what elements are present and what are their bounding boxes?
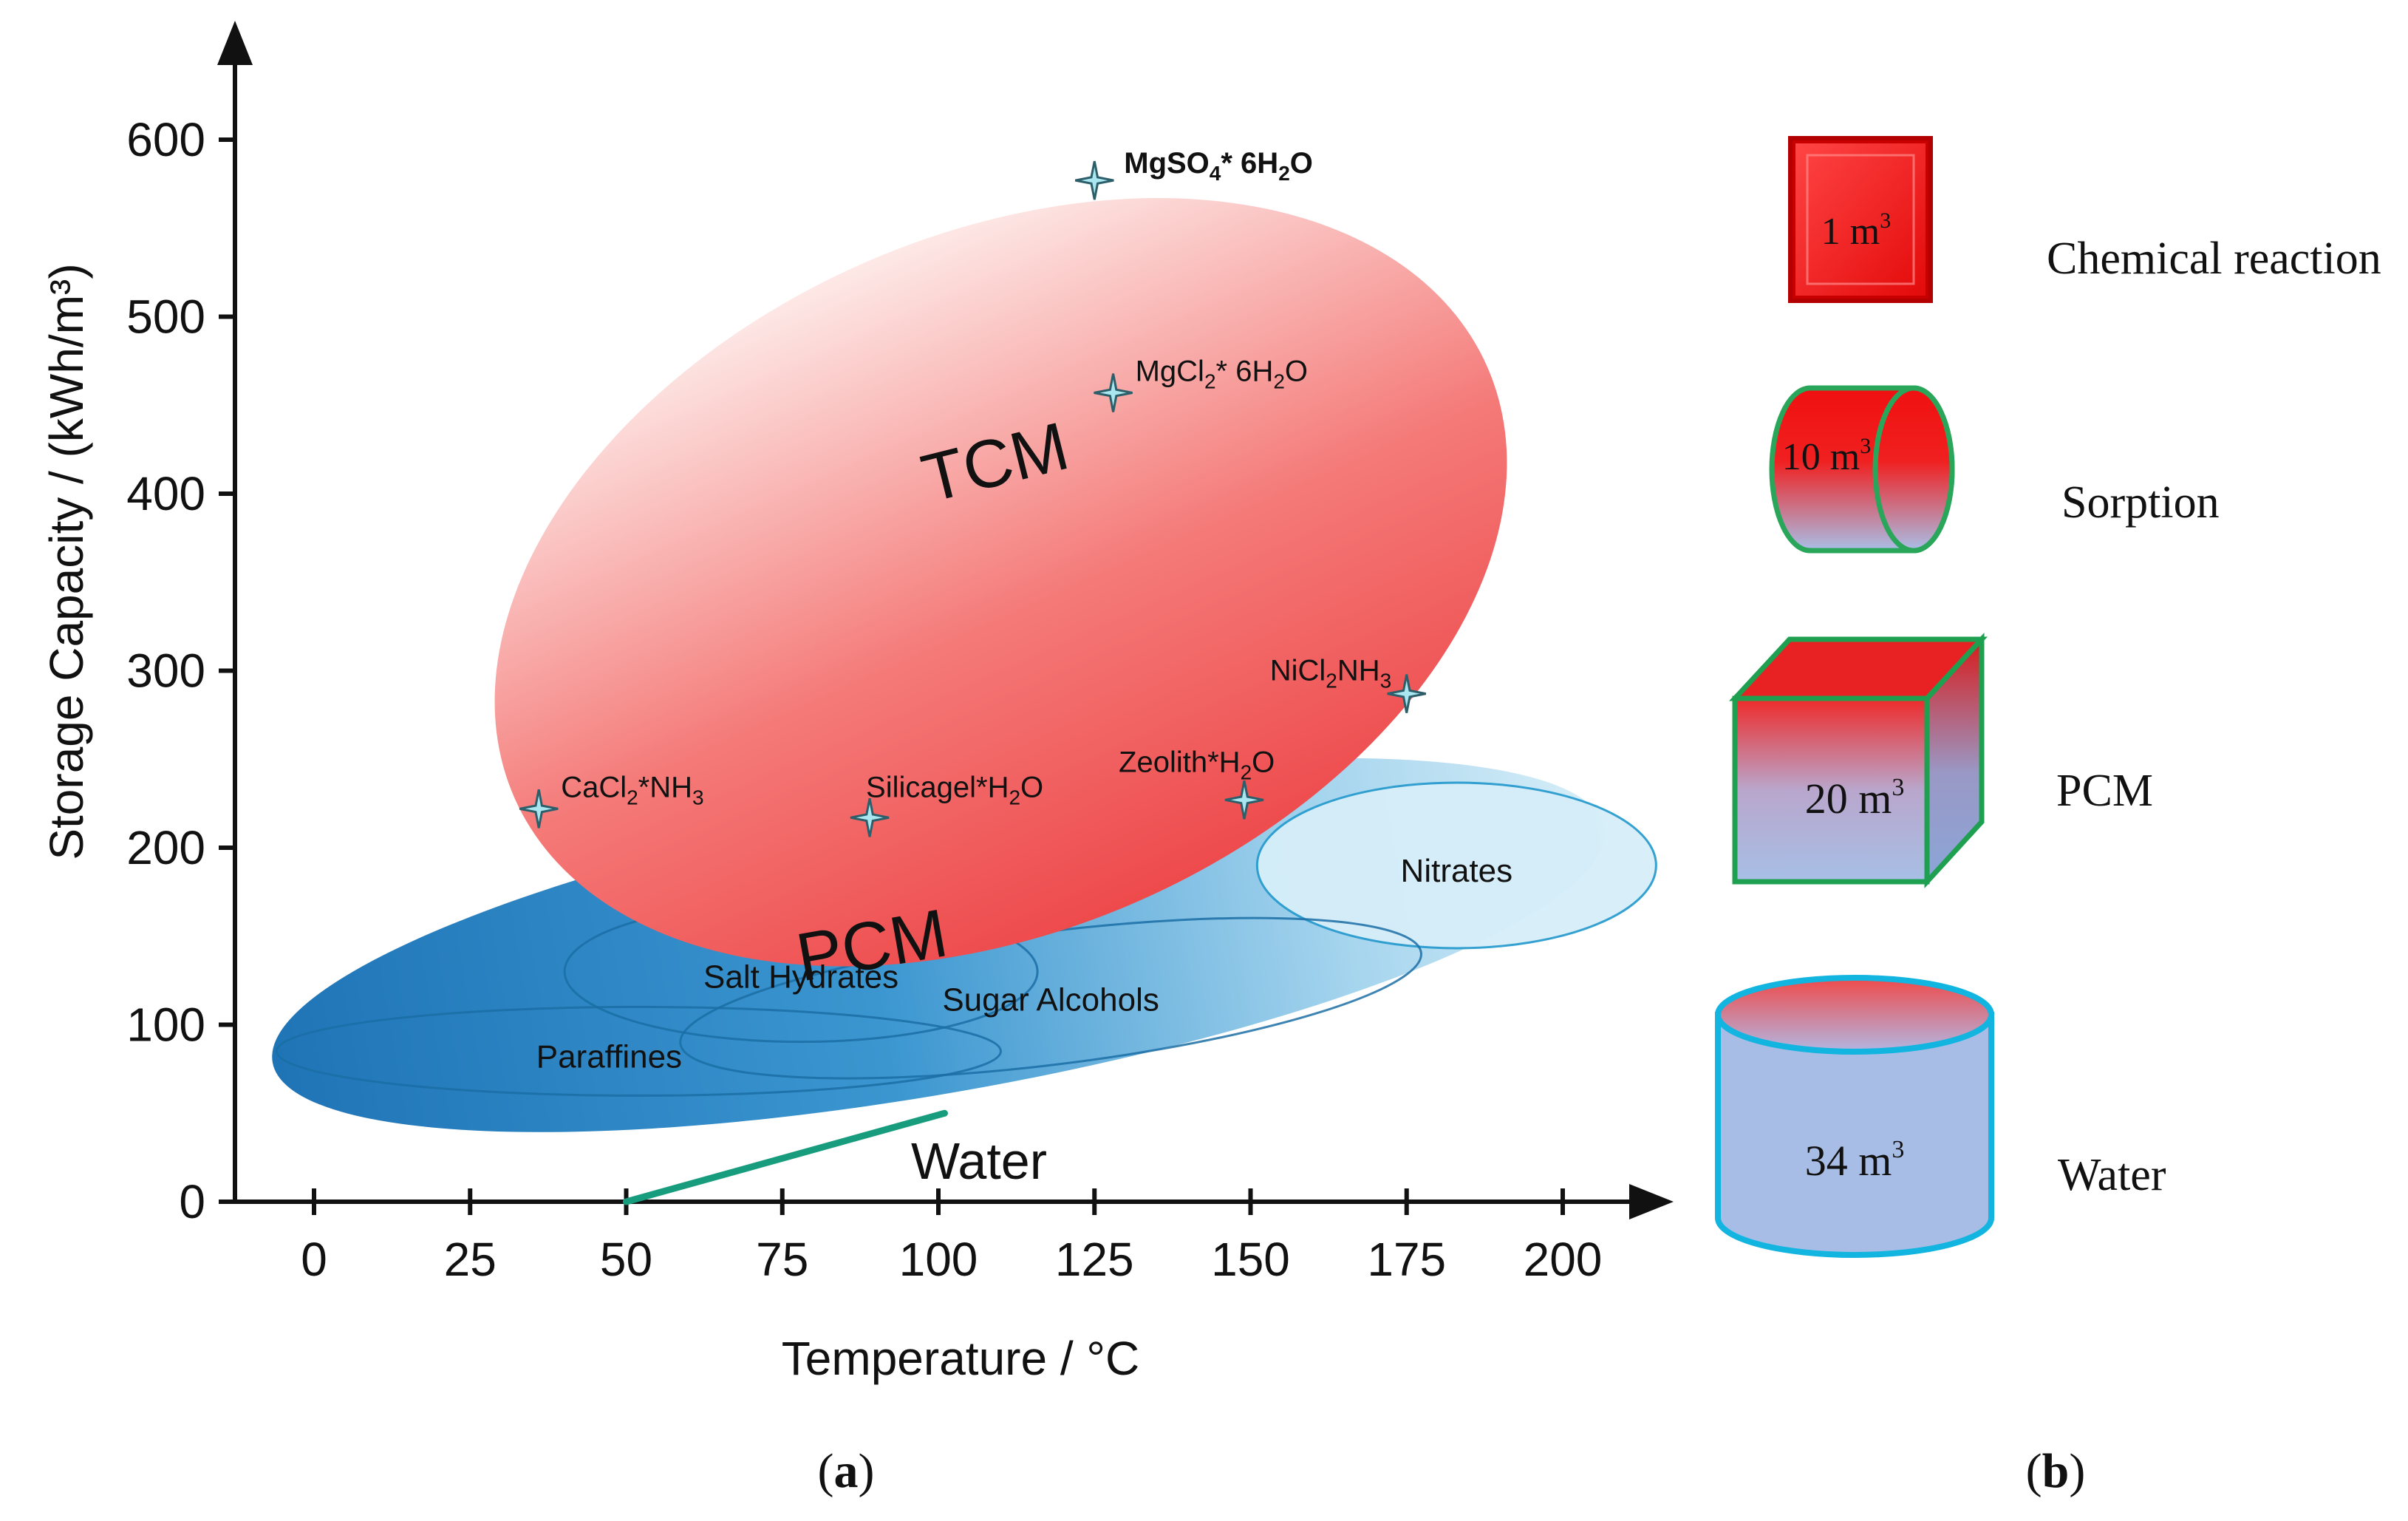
data-point-3 bbox=[519, 789, 559, 828]
water-volume: 34 m3 bbox=[1805, 1136, 1905, 1185]
region-label-sugar-alcohols: Sugar Alcohols bbox=[942, 982, 1159, 1018]
y-axis-title: Storage Capacity / (kWh/m³) bbox=[40, 263, 93, 860]
axes-layer: 0 25 50 75 100 125 150 175 200 0 100 200 300 400 500 60… bbox=[126, 21, 1674, 1286]
region-label-paraffines: Paraffines bbox=[536, 1038, 682, 1075]
pcm-label: PCM bbox=[2056, 766, 2153, 816]
pcm-volume: 20 m3 bbox=[1805, 774, 1905, 823]
sorption-cylinder-icon bbox=[1769, 385, 1955, 554]
x-tick-label-0: 0 bbox=[301, 1233, 327, 1286]
y-tick-label-0: 0 bbox=[179, 1175, 205, 1228]
y-tick-label-300: 300 bbox=[126, 644, 205, 698]
chemical-reaction-box-icon bbox=[1788, 136, 1933, 303]
water-line-label: Water bbox=[911, 1132, 1047, 1190]
pcm-cube-icon bbox=[1728, 633, 1988, 889]
x-tick-label-25: 25 bbox=[444, 1233, 497, 1286]
water-label: Water bbox=[2058, 1150, 2166, 1200]
data-point-label-4: Silicagel*H2O bbox=[866, 771, 1043, 809]
data-point-4 bbox=[850, 798, 890, 837]
region-label-salt-hydrates: Salt Hydrates bbox=[703, 959, 898, 996]
chemical-reaction-volume: 1 m3 bbox=[1821, 208, 1891, 253]
x-tick-label-100: 100 bbox=[899, 1233, 978, 1286]
panel-b: 1 m3 Chemical reaction 10 m3 Sorption 20… bbox=[1715, 136, 2381, 1258]
water-cylinder-icon bbox=[1715, 975, 1994, 1258]
x-axis-title: Temperature / °C bbox=[782, 1332, 1139, 1385]
data-point-label-1: MgCl2* 6H2O bbox=[1136, 355, 1308, 392]
data-point-0 bbox=[1075, 160, 1114, 200]
points-layer: MgSO4* 6H2O MgCl2* 6H2O NiCl2NH3 CaCl2*NH3 S… bbox=[519, 147, 1426, 837]
sorption-label: Sorption bbox=[2061, 477, 2220, 528]
data-point-label-0: MgSO4* 6H2O bbox=[1124, 147, 1313, 185]
water-line bbox=[623, 1109, 948, 1205]
x-tick-label-175: 175 bbox=[1367, 1233, 1446, 1286]
data-point-label-3: CaCl2*NH3 bbox=[561, 771, 703, 809]
y-tick-label-100: 100 bbox=[126, 998, 205, 1052]
panel-a-caption: (a) bbox=[818, 1444, 875, 1498]
data-point-label-5: Zeolith*H2O bbox=[1119, 746, 1275, 783]
y-tick-label-600: 600 bbox=[126, 113, 205, 166]
sorption-volume: 10 m3 bbox=[1782, 434, 1871, 478]
y-tick-label-200: 200 bbox=[126, 821, 205, 874]
data-point-label-2: NiCl2NH3 bbox=[1270, 655, 1391, 693]
data-point-2 bbox=[1387, 674, 1426, 713]
region-outline-nitrates bbox=[1255, 781, 1657, 950]
region-outline-paraffines bbox=[275, 1005, 1002, 1097]
chemical-reaction-label: Chemical reaction bbox=[2047, 234, 2381, 284]
x-tick-label-200: 200 bbox=[1524, 1233, 1603, 1286]
panel-b-caption: (b) bbox=[2026, 1444, 2086, 1498]
region-label-nitrates: Nitrates bbox=[1401, 853, 1513, 889]
data-point-1 bbox=[1094, 373, 1133, 412]
tcm-region bbox=[494, 198, 1507, 967]
y-tick-label-400: 400 bbox=[126, 467, 205, 520]
x-tick-label-150: 150 bbox=[1211, 1233, 1290, 1286]
y-tick-label-500: 500 bbox=[126, 290, 205, 344]
x-tick-label-75: 75 bbox=[756, 1233, 808, 1286]
x-tick-label-125: 125 bbox=[1055, 1233, 1134, 1286]
data-point-5 bbox=[1224, 780, 1264, 820]
water-layer: Water bbox=[623, 1109, 1047, 1205]
x-tick-label-50: 50 bbox=[600, 1233, 652, 1286]
